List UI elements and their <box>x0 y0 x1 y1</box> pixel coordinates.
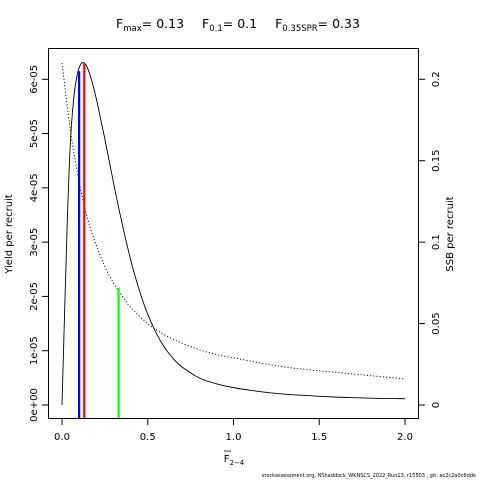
y-right-tick-label: 0.1 <box>431 234 442 250</box>
y-right-tick-label: 0.05 <box>431 312 442 334</box>
y-right-tick-label: 0.15 <box>431 150 442 172</box>
y-left-tick-label: 3e-05 <box>29 228 40 257</box>
x-tick-label: 1.0 <box>226 432 242 443</box>
y-right-tick-label: 0.2 <box>431 71 442 87</box>
x-tick-label: 0.0 <box>54 432 70 443</box>
plot-frame <box>48 48 419 419</box>
reference-lines <box>78 63 120 418</box>
y-left-tick-label: 0e+00 <box>29 388 40 422</box>
y-left-axis-title: Yield per recruit <box>4 194 15 275</box>
y-left-tick-label: 5e-05 <box>29 119 40 148</box>
x-tick-label: 2.0 <box>397 432 413 443</box>
y-right-axis-title: SSB per recruit <box>445 196 456 271</box>
y-right-tick-label: 0 <box>431 402 442 408</box>
chart-title: Fmax= 0.13 F0.1= 0.1 F0.35SPR= 0.33 <box>116 16 360 34</box>
series <box>61 62 406 406</box>
footer-credit: stockassessment.org, NShaddock_WKNSCS_20… <box>261 473 476 479</box>
y-left-tick-label: 2e-05 <box>29 282 40 311</box>
y-left-tick-label: 6e-05 <box>29 65 40 94</box>
ssb-per-recruit-line <box>61 62 406 380</box>
y-left-tick-label: 1e-05 <box>29 336 40 365</box>
axes: 0.0 0.5 1.0 1.5 2.0 0e+00 1e-05 2e-05 3e-05 4e-05… <box>29 65 442 443</box>
y-left-tick-label: 4e-05 <box>29 173 40 202</box>
x-tick-label: 1.5 <box>311 432 327 443</box>
x-tick-label: 0.5 <box>140 432 156 443</box>
yield-per-recruit-line <box>61 62 406 406</box>
x-axis-title: F2−4 <box>224 454 245 467</box>
